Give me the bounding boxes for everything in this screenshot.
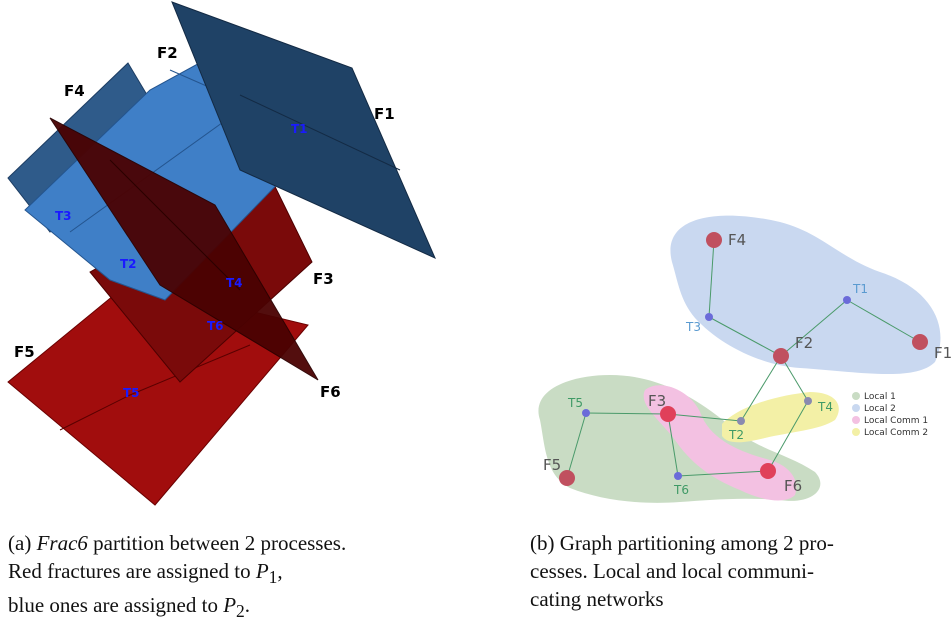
edge-f3-t2: [667, 413, 742, 422]
label-t1: T1: [291, 122, 308, 136]
node-f6: [760, 463, 776, 479]
edge-f6-t4: [767, 400, 809, 472]
node-label-t1: T1: [852, 282, 868, 296]
edge-f2-t1: [780, 299, 848, 357]
caption-b-line-2: cesses. Local and local communi-: [530, 559, 814, 583]
node-label-f2: F2: [795, 334, 813, 352]
label-t2: T2: [120, 257, 137, 271]
edge-f2-t2: [740, 355, 782, 422]
caption-a-frac-name: Frac6: [36, 531, 88, 555]
node-label-f5: F5: [543, 456, 561, 474]
fracture-f1-plane: [171, 1, 436, 259]
node-f5: [559, 470, 575, 486]
node-f1: [912, 334, 928, 350]
legend-label-local-comm-2: Local Comm 2: [864, 428, 928, 438]
node-label-f1: F1: [934, 344, 951, 362]
edge-t5-f5: [566, 412, 587, 479]
node-label-f4: F4: [728, 231, 746, 249]
node-label-t6: T6: [673, 483, 689, 497]
legend-label-local-1: Local 1: [864, 392, 896, 402]
node-t1: [843, 296, 851, 304]
label-f1: F1: [374, 105, 395, 123]
caption-b-line-1: (b) Graph partitioning among 2 pro-: [530, 531, 834, 555]
legend: Local 1 Local 2 Local Comm 1 Local Comm …: [852, 392, 928, 438]
node-t2: [737, 417, 745, 425]
label-f4: F4: [64, 82, 85, 100]
caption-a-line-1: (a) Frac6 partition between 2 processes.: [8, 531, 347, 555]
edge-f4-t3: [708, 239, 715, 318]
node-label-t3: T3: [685, 320, 701, 334]
label-t4: T4: [226, 276, 243, 290]
fracture-f1-trace: [239, 94, 401, 171]
fracture-f6-plane: [49, 117, 319, 381]
edge-t6-f6: [677, 470, 769, 477]
label-t5: T5: [123, 386, 140, 400]
fracture-f2-grid-line: [69, 109, 241, 233]
node-f4: [706, 232, 722, 248]
label-t3: T3: [55, 209, 72, 223]
label-f3: F3: [313, 270, 334, 288]
edge-t1-f1: [846, 299, 921, 343]
legend-swatch-local-2: [852, 404, 860, 412]
legend-swatch-local-1: [852, 392, 860, 400]
node-t5: [582, 409, 590, 417]
node-label-t4: T4: [817, 400, 833, 414]
legend-label-local-comm-1: Local Comm 1: [864, 416, 928, 426]
fracture-f6-trace: [109, 159, 241, 291]
node-f2: [773, 348, 789, 364]
region-local-2: [670, 215, 941, 375]
node-t3: [705, 313, 713, 321]
graph-nodes: F1 F2 F3 F4 F5 F6 T1 T2 T3 T4 T5 T6: [543, 231, 951, 497]
caption-b-line-3: cating networks: [530, 587, 664, 611]
node-label-f3: F3: [648, 392, 666, 410]
graph-edges: [566, 239, 921, 479]
caption-a-line-2: Red fractures are assigned to P1,: [8, 559, 283, 588]
panel-a-fracture-network: F2 F4 F1 F3 F5 F6 T1 T3 T2 T4 T6 T5: [7, 1, 436, 506]
edge-t5-f3: [585, 412, 669, 415]
node-label-t5: T5: [567, 396, 583, 410]
legend-swatch-local-comm-1: [852, 416, 860, 424]
legend-swatch-local-comm-2: [852, 428, 860, 436]
edge-f3-t6: [667, 413, 679, 477]
legend-label-local-2: Local 2: [864, 404, 896, 414]
label-f5: F5: [14, 343, 35, 361]
label-f6: F6: [320, 383, 341, 401]
node-f3: [660, 406, 676, 422]
node-t4: [804, 397, 812, 405]
panel-b-graph: F1 F2 F3 F4 F5 F6 T1 T2 T3 T4 T5 T6 Local 1 Local 2…: [538, 215, 951, 503]
node-label-f6: F6: [784, 477, 802, 495]
caption-a-line-3: blue ones are assigned to P2.: [8, 593, 251, 622]
node-label-t2: T2: [728, 428, 744, 442]
caption-a: (a) Frac6 partition between 2 processes.…: [8, 529, 468, 625]
label-f2: F2: [157, 44, 178, 62]
label-t6: T6: [207, 319, 224, 333]
node-t6: [674, 472, 682, 480]
edge-f2-t4: [780, 355, 809, 402]
caption-b: (b) Graph partitioning among 2 pro- cess…: [530, 529, 930, 613]
edge-t3-f2: [708, 316, 782, 357]
fracture-f5-trace: [59, 344, 251, 431]
fracture-f5-plane: [7, 281, 309, 506]
